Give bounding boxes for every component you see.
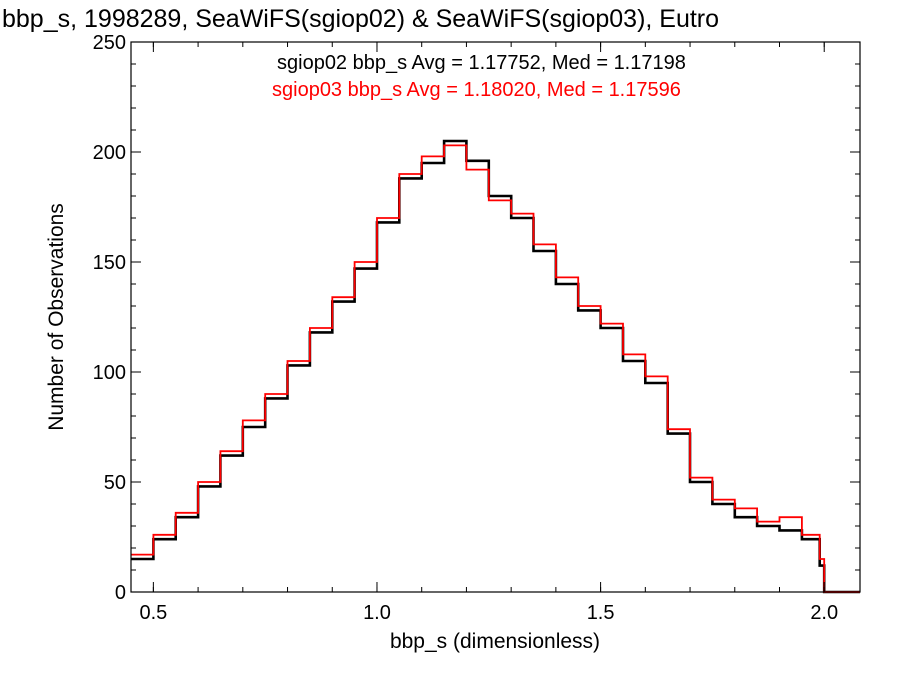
x-tick-label: 2.0 [810,602,838,624]
series-line-0 [131,139,860,594]
series-line-1 [131,144,860,593]
stat-sgiop02: sgiop02 bbp_s Avg = 1.17752, Med = 1.171… [277,52,686,74]
chart-title: bbp_s, 1998289, SeaWiFS(sgiop02) & SeaWi… [2,5,719,33]
x-tick-label: 1.5 [587,602,615,624]
plot-frame [130,41,861,593]
stat-sgiop03: sgiop03 bbp_s Avg = 1.18020, Med = 1.175… [272,79,681,101]
y-tick-label: 100 [93,362,126,384]
x-tick-label: 1.0 [363,602,391,624]
tick-layer: 0.5 1.0 1.5 2.0 0 50 100 150 200 250 [93,32,860,624]
x-tick-label: 0.5 [139,602,167,624]
series-layer [131,139,860,594]
y-axis-label: Number of Observations [45,203,68,431]
y-tick-label: 250 [93,32,126,54]
y-tick-label: 150 [93,252,126,274]
y-tick-label: 200 [93,142,126,164]
y-tick-label: 0 [115,582,126,604]
y-tick-label: 50 [104,472,126,494]
x-axis-label: bbp_s (dimensionless) [390,630,600,653]
